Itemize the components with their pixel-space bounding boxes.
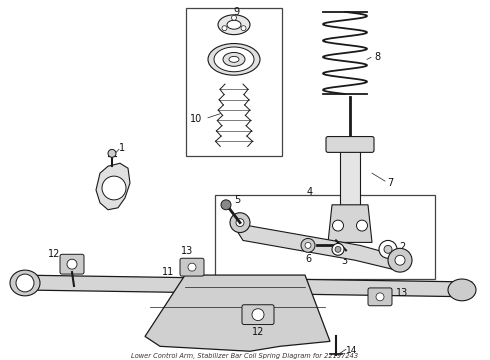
Ellipse shape bbox=[223, 53, 245, 66]
Circle shape bbox=[188, 263, 196, 271]
Ellipse shape bbox=[448, 279, 476, 301]
Text: 10: 10 bbox=[190, 114, 202, 124]
Text: 8: 8 bbox=[374, 53, 380, 62]
Circle shape bbox=[241, 26, 246, 31]
Circle shape bbox=[335, 246, 341, 252]
Text: 13: 13 bbox=[181, 246, 193, 256]
Circle shape bbox=[357, 220, 368, 231]
Bar bbox=[186, 8, 282, 156]
Circle shape bbox=[67, 259, 77, 269]
FancyBboxPatch shape bbox=[242, 305, 274, 324]
Circle shape bbox=[388, 248, 412, 272]
Bar bbox=[340, 150, 360, 205]
Circle shape bbox=[102, 176, 126, 200]
Text: 13: 13 bbox=[396, 288, 408, 298]
Text: 3: 3 bbox=[341, 256, 347, 266]
Text: Lower Control Arm, Stabilizer Bar Coil Spring Diagram for 22197243: Lower Control Arm, Stabilizer Bar Coil S… bbox=[131, 353, 359, 359]
Ellipse shape bbox=[384, 246, 392, 253]
Polygon shape bbox=[18, 275, 472, 297]
Text: 12: 12 bbox=[48, 249, 60, 259]
Circle shape bbox=[305, 242, 311, 248]
FancyBboxPatch shape bbox=[60, 254, 84, 274]
Circle shape bbox=[332, 243, 344, 255]
Ellipse shape bbox=[214, 47, 254, 72]
Ellipse shape bbox=[227, 20, 241, 29]
FancyBboxPatch shape bbox=[368, 288, 392, 306]
Text: 4: 4 bbox=[307, 187, 313, 197]
Text: 6: 6 bbox=[305, 254, 311, 264]
Circle shape bbox=[301, 238, 315, 252]
Bar bbox=[215, 195, 435, 279]
Circle shape bbox=[395, 255, 405, 265]
Text: 2: 2 bbox=[399, 242, 405, 252]
Polygon shape bbox=[96, 163, 130, 210]
Text: 1: 1 bbox=[119, 143, 125, 153]
Circle shape bbox=[376, 293, 384, 301]
Text: 14: 14 bbox=[346, 346, 358, 355]
Polygon shape bbox=[238, 226, 400, 269]
Circle shape bbox=[221, 200, 231, 210]
FancyBboxPatch shape bbox=[326, 136, 374, 152]
Circle shape bbox=[108, 149, 116, 157]
Polygon shape bbox=[145, 275, 330, 351]
FancyBboxPatch shape bbox=[180, 258, 204, 276]
Circle shape bbox=[231, 15, 237, 20]
Text: 12: 12 bbox=[252, 328, 264, 337]
Ellipse shape bbox=[229, 57, 239, 62]
Ellipse shape bbox=[208, 44, 260, 75]
Circle shape bbox=[333, 220, 343, 231]
Text: 9: 9 bbox=[233, 7, 239, 17]
Circle shape bbox=[222, 26, 227, 31]
Circle shape bbox=[252, 309, 264, 321]
Ellipse shape bbox=[10, 270, 40, 296]
Circle shape bbox=[230, 213, 250, 233]
Ellipse shape bbox=[379, 240, 397, 258]
Text: 5: 5 bbox=[234, 195, 240, 205]
Polygon shape bbox=[328, 205, 372, 242]
Text: 7: 7 bbox=[387, 178, 393, 188]
Circle shape bbox=[236, 219, 244, 226]
Ellipse shape bbox=[218, 15, 250, 35]
Circle shape bbox=[16, 274, 34, 292]
Text: 11: 11 bbox=[162, 267, 174, 277]
